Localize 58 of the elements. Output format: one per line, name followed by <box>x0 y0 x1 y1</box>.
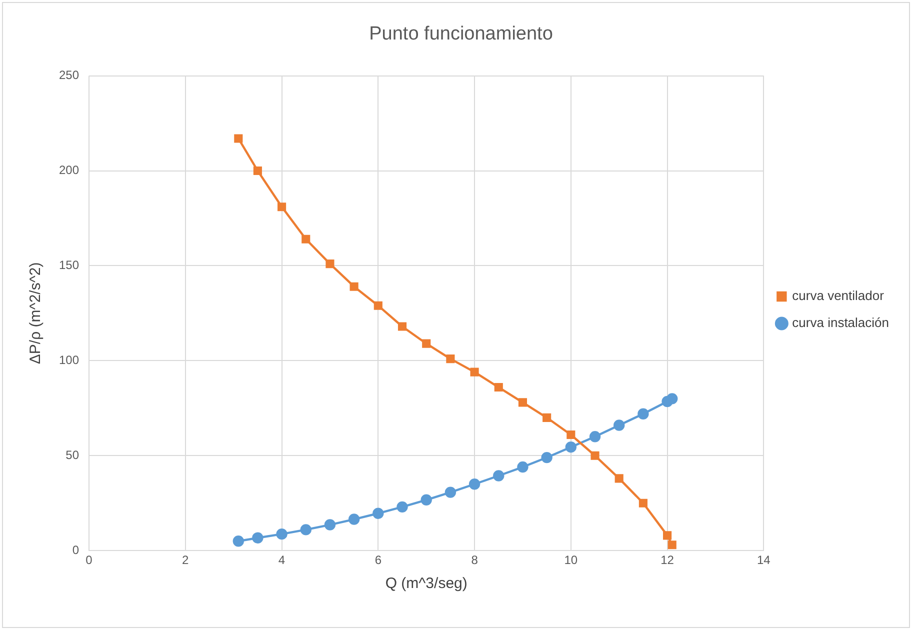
point <box>276 528 288 540</box>
x-tick-label: 2 <box>182 553 190 568</box>
point <box>663 531 672 540</box>
x-tick-label: 0 <box>86 553 93 568</box>
point <box>252 532 264 544</box>
y-tick-label: 50 <box>66 448 80 462</box>
x-tick-label: 4 <box>278 553 286 568</box>
point <box>493 470 504 482</box>
point <box>302 234 310 244</box>
point <box>638 498 648 508</box>
point <box>614 474 624 483</box>
point <box>396 501 408 513</box>
point <box>348 514 360 525</box>
point <box>326 260 334 268</box>
point <box>468 478 480 490</box>
point <box>666 393 678 404</box>
point <box>277 202 286 212</box>
point <box>542 413 552 422</box>
point <box>668 540 676 550</box>
chart-title: Punto funcionamiento <box>369 24 553 45</box>
point <box>494 382 503 392</box>
point <box>470 368 479 376</box>
x-tick-label: 10 <box>564 553 578 568</box>
point <box>324 519 336 530</box>
legend-label: curva instalación <box>792 315 889 330</box>
point <box>517 461 528 473</box>
x-tick-label: 8 <box>471 553 478 568</box>
point <box>420 494 432 506</box>
point <box>566 430 576 440</box>
y-tick-label: 150 <box>58 258 80 272</box>
x-axis-title: Q (m^3/seg) <box>385 575 468 592</box>
legend-label: curva ventilador <box>792 288 885 304</box>
y-tick-label: 200 <box>58 163 80 178</box>
y-axis-title: ΔP/ρ (m^2/s^2) <box>27 262 44 364</box>
point <box>565 441 577 453</box>
point <box>232 536 244 547</box>
point <box>541 452 552 464</box>
point <box>300 524 312 536</box>
point <box>422 339 431 348</box>
point <box>398 322 407 331</box>
x-tick-label: 12 <box>660 553 674 568</box>
point <box>372 508 384 519</box>
point <box>590 451 600 460</box>
point <box>589 431 601 442</box>
point <box>234 134 243 143</box>
y-tick-label: 250 <box>58 68 80 82</box>
x-tick-label: 14 <box>756 553 771 568</box>
y-tick-label: 0 <box>72 542 80 557</box>
point <box>446 354 455 364</box>
x-tick-label: 6 <box>374 553 382 568</box>
point <box>374 301 382 310</box>
point <box>638 408 649 420</box>
point <box>518 398 528 407</box>
point <box>253 166 262 176</box>
point <box>350 282 358 291</box>
point <box>614 420 625 431</box>
point <box>444 486 456 498</box>
y-tick-label: 100 <box>58 352 80 367</box>
